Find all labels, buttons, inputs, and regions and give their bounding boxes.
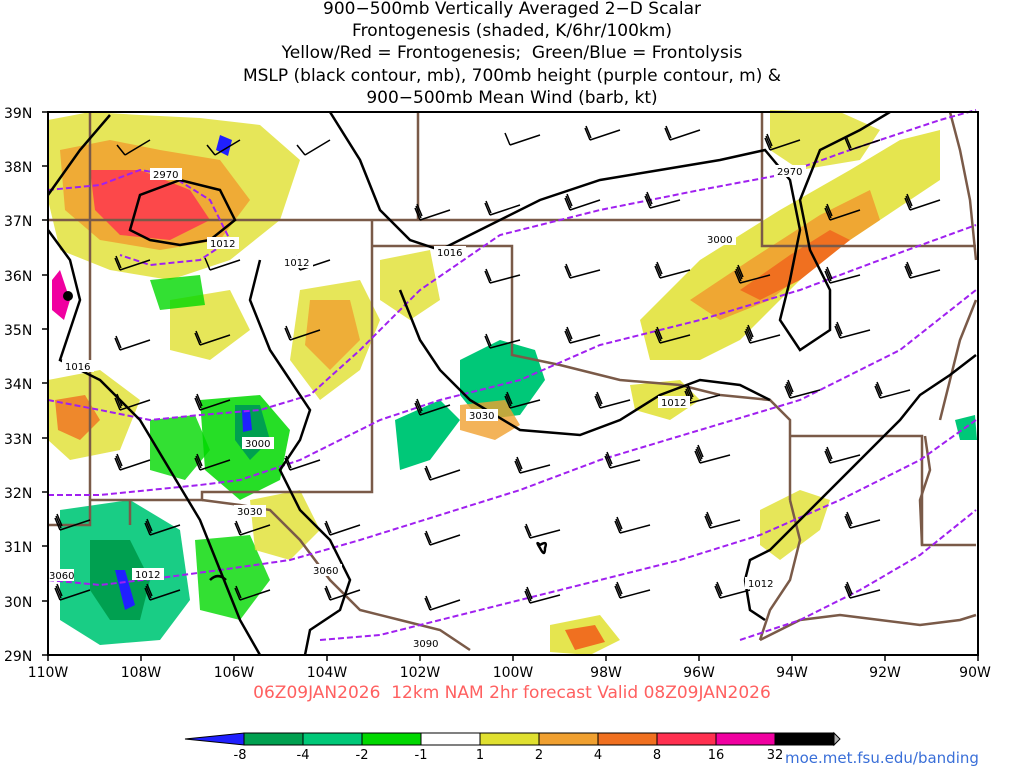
mslp-label: 1012 — [284, 258, 309, 269]
lat-label: 31N — [4, 540, 32, 556]
lon-label: 104W — [307, 665, 348, 681]
colorbar-swatch — [656, 732, 717, 746]
title-line-3: Yellow/Red = Frontogenesis; Green/Blue =… — [281, 43, 743, 63]
height-label: 2970 — [153, 170, 178, 181]
credit-link[interactable]: moe.met.fsu.edu/banding — [785, 749, 979, 767]
lat-label: 36N — [4, 269, 32, 285]
colorbar: -8 -4 -2 -1 1 2 4 8 16 32 — [184, 731, 841, 763]
mslp-label: 1016 — [437, 248, 462, 259]
height-label: 2970 — [777, 167, 802, 178]
colorbar-swatch — [479, 732, 540, 746]
latitude-labels: 39N 38N 37N 36N 35N 34N 33N 32N 31N 30N … — [4, 106, 32, 665]
colorbar-label: -1 — [415, 748, 428, 763]
lon-label: 96W — [683, 665, 715, 681]
colorbar-label: -2 — [356, 748, 369, 763]
frontogenesis-shading — [48, 110, 977, 655]
height-label: 3030 — [469, 411, 494, 422]
lon-label: 106W — [214, 665, 255, 681]
contour-labels: 2970 2970 3000 3000 3030 3030 3060 3060 … — [48, 165, 806, 650]
mslp-label: 1012 — [748, 579, 773, 590]
lat-label: 32N — [4, 486, 32, 502]
lon-label: 108W — [121, 665, 162, 681]
lat-label: 30N — [4, 595, 32, 611]
lon-label: 102W — [400, 665, 441, 681]
lat-label: 39N — [4, 106, 32, 122]
axis-ticks — [42, 111, 979, 661]
title-line-5: 900−500mb Mean Wind (barb, kt) — [366, 88, 658, 108]
lon-label: 98W — [590, 665, 622, 681]
mslp-contours — [46, 110, 977, 656]
colorbar-swatch — [597, 732, 658, 746]
height-label: 3060 — [313, 566, 338, 577]
title-line-2: Frontogenesis (shaded, K/6hr/100km) — [352, 21, 672, 41]
colorbar-label: 1 — [476, 748, 484, 763]
height-label: 3000 — [245, 439, 270, 450]
colorbar-label: 16 — [708, 748, 725, 763]
colorbar-label: -4 — [297, 748, 310, 763]
wind-barbs — [54, 125, 941, 611]
colorbar-label: 4 — [594, 748, 602, 763]
lat-label: 29N — [4, 649, 32, 665]
colorbar-label: 32 — [767, 748, 784, 763]
height-label: 3000 — [707, 235, 732, 246]
lat-label: 34N — [4, 377, 32, 393]
lon-label: 110W — [28, 665, 69, 681]
colorbar-label: 8 — [653, 748, 661, 763]
mslp-label: 1016 — [65, 362, 90, 373]
height-label: 3030 — [237, 507, 262, 518]
lon-label: 94W — [776, 665, 808, 681]
colorbar-swatch — [715, 732, 776, 746]
colorbar-swatch — [420, 732, 481, 746]
longitude-labels: 110W 108W 106W 104W 102W 100W 98W 96W 94… — [28, 665, 991, 681]
lat-label: 38N — [4, 160, 32, 176]
lon-label: 90W — [959, 665, 991, 681]
title-line-1: 900−500mb Vertically Averaged 2−D Scalar — [323, 0, 701, 19]
valid-time-text: 06Z09JAN2026 12km NAM 2hr forecast Valid… — [253, 683, 771, 703]
colorbar-label: -8 — [234, 748, 247, 763]
lat-label: 37N — [4, 214, 32, 230]
lat-label: 35N — [4, 323, 32, 339]
mslp-label: 1012 — [210, 239, 235, 250]
lon-label: 100W — [493, 665, 534, 681]
colorbar-swatch — [302, 732, 363, 746]
height-label: 3060 — [49, 571, 74, 582]
colorbar-swatch — [361, 732, 422, 746]
mslp-label: 1012 — [661, 398, 686, 409]
colorbar-label: 2 — [535, 748, 543, 763]
colorbar-swatch — [774, 732, 835, 746]
colorbar-swatch — [243, 732, 304, 746]
colorbar-swatch — [184, 732, 245, 746]
height-label: 3090 — [413, 639, 438, 650]
colorbar-swatch — [833, 731, 841, 747]
lon-label: 92W — [869, 665, 901, 681]
mslp-label: 1012 — [135, 570, 160, 581]
lat-label: 33N — [4, 432, 32, 448]
title-line-4: MSLP (black contour, mb), 700mb height (… — [242, 66, 782, 86]
colorbar-swatch — [538, 732, 599, 746]
